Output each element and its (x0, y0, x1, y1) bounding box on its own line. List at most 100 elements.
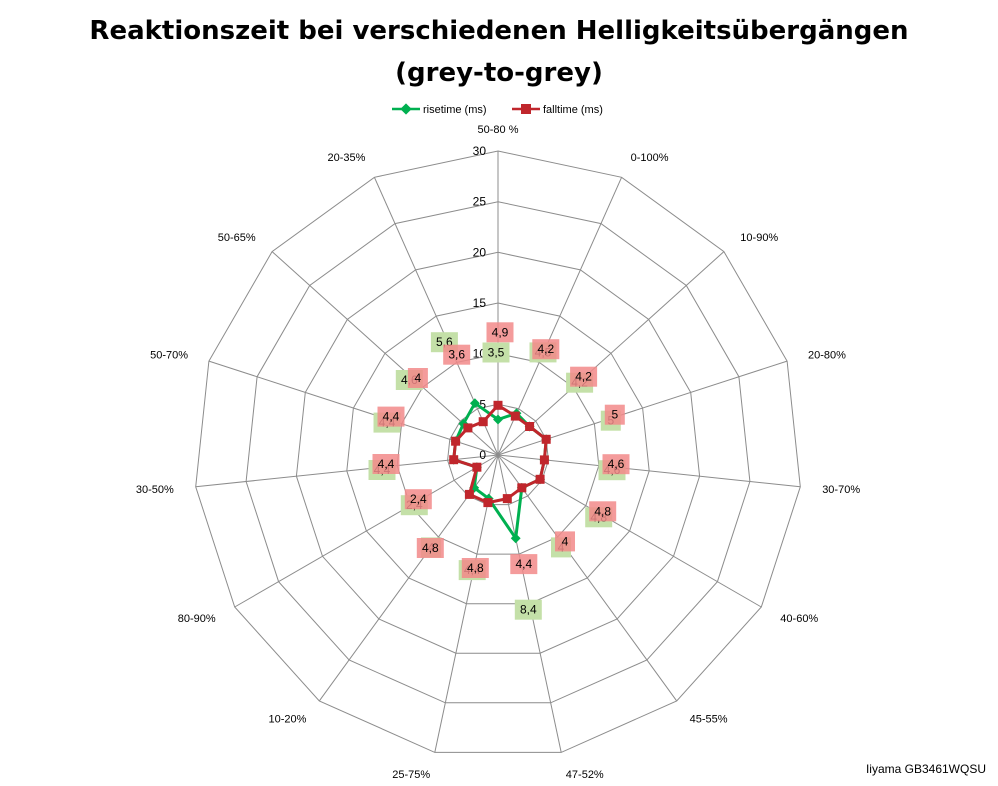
data-label-text-1-3: 5 (611, 408, 618, 422)
data-label-1-2: 4,2 (570, 366, 598, 387)
data-label-1-14: 3,6 (443, 344, 471, 365)
grid-ring-3 (346, 302, 650, 605)
data-label-1-10: 2,4 (404, 489, 432, 510)
data-label-1-9: 4,8 (416, 538, 444, 558)
chart-title-line-1: Reaktionszeit bei verschiedenen Helligke… (89, 16, 909, 46)
data-label-text-1-1: 4,2 (537, 342, 554, 356)
r-tick-label-4: 20 (473, 245, 487, 259)
data-label-0-0: 3,5 (482, 342, 510, 363)
grid-spoke-12 (208, 360, 499, 456)
data-label-1-1: 4,2 (532, 339, 560, 360)
data-label-box-1-0 (486, 322, 514, 343)
data-label-text-1-5: 4,8 (594, 504, 611, 518)
category-label-14: 20-35% (327, 152, 365, 164)
chart-title-line-2: (grey-to-grey) (395, 58, 603, 88)
data-label-text-1-6: 4 (562, 534, 569, 548)
point-1-5 (535, 474, 545, 484)
legend-marker-1 (521, 104, 531, 114)
point-1-0 (493, 400, 503, 410)
grid-spoke-10 (234, 454, 499, 608)
data-label-1-8: 4,8 (461, 558, 489, 578)
series-layer (448, 398, 552, 544)
r-tick-label-3: 15 (473, 296, 487, 310)
data-label-box-1-11 (372, 454, 400, 474)
data-label-box-1-6 (555, 531, 575, 552)
grid-spoke-13 (271, 251, 499, 456)
data-label-box-0-7 (514, 599, 542, 620)
category-label-0: 50-80 % (478, 124, 519, 136)
point-1-2 (525, 422, 535, 431)
data-label-text-1-11: 4,4 (378, 457, 395, 471)
category-label-9: 10-20% (268, 714, 306, 726)
category-label-7: 47-52% (566, 769, 604, 781)
data-label-box-1-3 (604, 404, 625, 425)
data-label-box-1-2 (570, 366, 598, 387)
grid-ring-4 (295, 251, 701, 654)
data-label-text-0-0: 3,5 (488, 346, 505, 360)
legend: risetime (ms) falltime (ms) (392, 103, 603, 116)
r-tick-label-6: 30 (473, 144, 487, 158)
data-label-1-5: 4,8 (589, 501, 617, 522)
source-note: Iiyama GB3461WQSU (865, 762, 986, 776)
category-label-2: 10-90% (740, 232, 778, 244)
data-label-box-1-14 (443, 344, 471, 365)
r-tick-label-0: 0 (479, 448, 486, 462)
category-label-4: 30-70% (822, 484, 860, 496)
grid-ring-6 (195, 150, 801, 753)
data-label-box-1-13 (407, 368, 428, 388)
data-label-box-1-9 (416, 538, 444, 558)
data-labels: 3,54,54,254,64,848,44,442,44,44,44,65,64… (368, 322, 630, 620)
data-label-text-1-12: 4,4 (383, 410, 400, 424)
data-label-text-1-8: 4,8 (467, 561, 484, 575)
data-label-box-1-7 (510, 554, 538, 575)
point-0-7 (510, 533, 521, 544)
data-label-1-13: 4 (407, 368, 428, 388)
legend-label-0: risetime (ms) (423, 104, 487, 116)
r-tick-label-5: 25 (473, 195, 487, 209)
point-1-6 (517, 483, 527, 493)
point-1-4 (539, 455, 549, 465)
point-1-12 (451, 436, 461, 446)
point-1-10 (472, 462, 482, 472)
category-label-8: 25-75% (392, 769, 430, 781)
point-1-9 (464, 489, 474, 499)
chart-title: Reaktionszeit bei verschiedenen Helligke… (0, 10, 998, 94)
data-label-1-7: 4,4 (510, 554, 538, 575)
data-label-text-1-0: 4,9 (492, 325, 509, 339)
category-label-12: 50-70% (150, 349, 188, 361)
point-1-8 (483, 498, 493, 508)
data-label-text-1-10: 2,4 (410, 492, 427, 506)
data-label-box-1-5 (589, 501, 617, 522)
category-label-11: 30-50% (136, 484, 174, 496)
data-label-box-1-4 (602, 454, 630, 475)
category-label-3: 20-80% (808, 349, 846, 361)
grid-spoke-11 (195, 454, 499, 488)
data-label-text-1-13: 4 (415, 371, 422, 385)
grid-spoke-3 (497, 360, 788, 456)
data-label-0-7: 8,4 (514, 599, 542, 620)
series-line-1 (452, 403, 548, 505)
data-label-box-1-10 (404, 489, 432, 510)
grid-ring-2 (396, 353, 600, 555)
point-1-13 (463, 423, 473, 433)
data-label-box-1-1 (532, 339, 560, 360)
point-1-11 (449, 455, 459, 465)
data-label-1-11: 4,4 (372, 454, 400, 474)
category-label-13: 50-65% (218, 232, 256, 244)
data-label-1-3: 5 (604, 404, 625, 425)
data-label-box-0-0 (482, 342, 510, 363)
point-0-0 (493, 414, 503, 425)
category-label-6: 45-55% (690, 714, 728, 726)
category-label-1: 0-100% (631, 152, 669, 164)
grid-spoke-1 (497, 177, 623, 456)
point-1-7 (502, 494, 512, 504)
point-1-3 (541, 434, 551, 444)
legend-label-1: falltime (ms) (543, 104, 603, 116)
legend-marker-0 (400, 103, 412, 115)
data-label-text-1-7: 4,4 (515, 557, 532, 571)
legend-item-1: falltime (ms) (512, 104, 603, 116)
data-label-1-4: 4,6 (602, 454, 630, 475)
category-label-10: 80-90% (178, 613, 216, 625)
